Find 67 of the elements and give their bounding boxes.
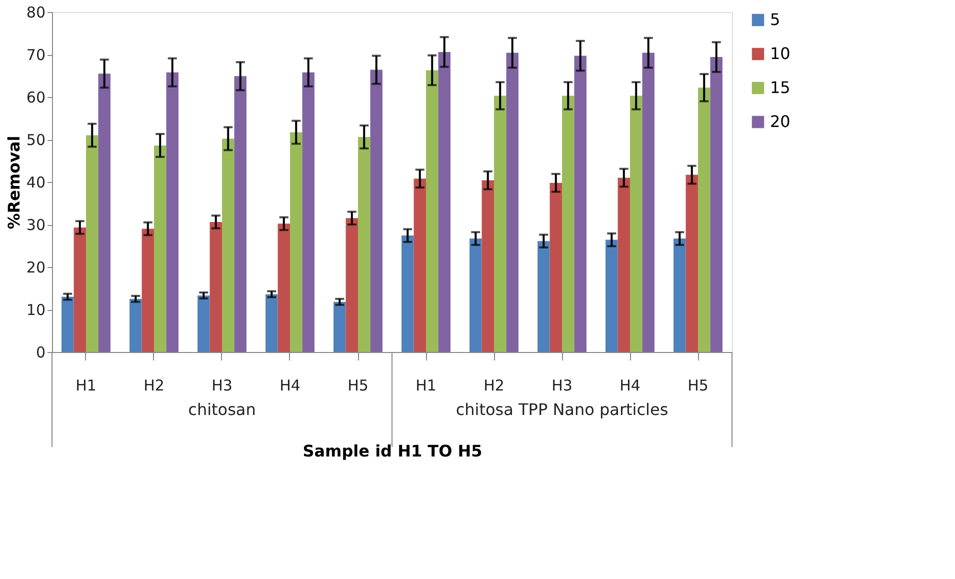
bar [290, 132, 302, 352]
legend-label: 5 [770, 10, 780, 29]
y-tick-label: 50 [26, 131, 46, 149]
bar [370, 70, 382, 352]
bar [302, 72, 314, 352]
bar [414, 178, 426, 352]
bar [98, 74, 110, 352]
y-tick-label: 10 [26, 301, 46, 319]
x-tick-label: H1 [416, 376, 436, 394]
bar [618, 178, 630, 352]
y-tick-label: 60 [26, 88, 46, 106]
bar [142, 228, 154, 352]
y-tick-label: 0 [36, 344, 46, 362]
bar [210, 222, 222, 352]
bar [606, 240, 618, 352]
y-tick-label: 20 [26, 258, 46, 276]
bar [630, 96, 642, 352]
bar [346, 218, 358, 352]
bar [686, 174, 698, 352]
y-tick-label: 40 [26, 174, 46, 192]
bar [166, 72, 178, 352]
legend-label: 20 [770, 112, 790, 131]
y-tick-label: 70 [26, 46, 46, 64]
y-tick-label: 30 [26, 216, 46, 234]
bar [674, 238, 686, 352]
x-tick-label: H2 [144, 376, 164, 394]
bar [334, 302, 346, 352]
x-tick-label: H3 [552, 376, 572, 394]
bar [574, 56, 586, 352]
x-tick-label: H4 [620, 376, 640, 394]
bar [198, 295, 210, 352]
legend-label: 15 [770, 78, 790, 97]
bar [642, 52, 654, 352]
x-axis-title: Sample id H1 TO H5 [302, 442, 482, 460]
bar [130, 298, 142, 352]
bar [234, 76, 246, 352]
bar [550, 182, 562, 352]
bar [538, 241, 550, 352]
bar [470, 238, 482, 352]
bar [358, 136, 370, 352]
text: chitosan [188, 400, 256, 419]
bar [222, 138, 234, 352]
bar [506, 52, 518, 352]
x-tick-label: H1 [76, 376, 96, 394]
y-axis-title: %Removal [4, 136, 24, 230]
bar [86, 135, 98, 352]
bar [562, 96, 574, 352]
bar [154, 145, 166, 352]
bar [494, 96, 506, 352]
bar [426, 70, 438, 352]
x-tick-label: H2 [484, 376, 504, 394]
bar [438, 52, 450, 352]
x-tick-label: H5 [348, 376, 368, 394]
x-tick-label: H3 [212, 376, 232, 394]
bar [74, 227, 86, 352]
bar [278, 224, 290, 352]
legend-label: 10 [770, 44, 790, 63]
bar [62, 296, 74, 352]
text: chitosa TPP Nano particles [456, 400, 668, 419]
y-tick-label: 80 [26, 4, 46, 22]
bar [402, 236, 414, 352]
bar [710, 57, 722, 352]
x-tick-label: H4 [280, 376, 300, 394]
bar [482, 180, 494, 352]
x-tick-label: H5 [688, 376, 708, 394]
bar [698, 88, 710, 352]
bar [266, 294, 278, 352]
